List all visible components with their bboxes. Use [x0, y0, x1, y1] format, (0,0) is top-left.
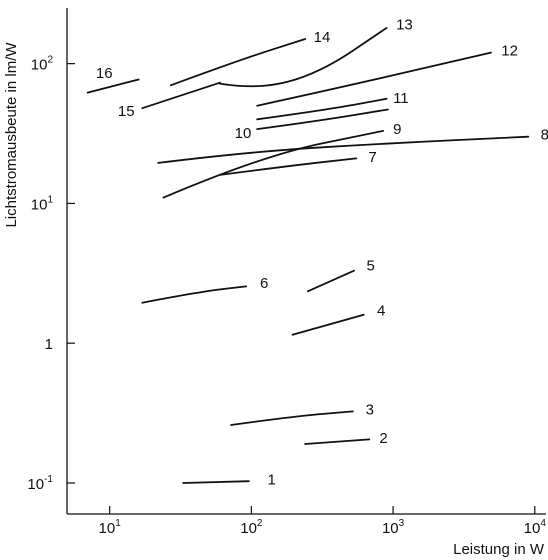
y-tick-label: 1: [45, 336, 53, 353]
x-tick-label: 103: [382, 518, 405, 537]
series-line-11: [256, 97, 388, 121]
series-line-10: [256, 108, 389, 130]
series-line-9: [162, 130, 384, 199]
series-label-6: 6: [260, 275, 268, 292]
y-axis-title: Lichtstromausbeute in lm/W: [3, 42, 20, 228]
series-lines: [86, 27, 530, 484]
series-line-14: [169, 38, 307, 87]
series-label-4: 4: [377, 302, 385, 319]
series-label-3: 3: [366, 402, 374, 419]
series-label-16: 16: [96, 65, 113, 82]
series-line-12: [256, 51, 492, 107]
series-label-13: 13: [396, 17, 413, 34]
series-line-8: [157, 135, 530, 164]
series-line-15: [141, 81, 221, 110]
series-line-13: [219, 27, 388, 88]
series-line-6: [141, 285, 248, 304]
series-line-1: [182, 480, 250, 484]
y-tick-label: 10-1: [27, 474, 53, 493]
series-line-3: [230, 410, 354, 426]
series-label-15: 15: [118, 103, 135, 120]
series-label-10: 10: [235, 125, 252, 142]
series-line-4: [291, 313, 365, 336]
series-label-5: 5: [367, 257, 375, 274]
axes: [66, 8, 546, 515]
x-tick-label: 102: [240, 518, 263, 537]
y-tick-label: 102: [31, 55, 54, 74]
series-line-5: [306, 269, 355, 293]
series-label-7: 7: [368, 149, 376, 166]
series-label-8: 8: [541, 127, 548, 144]
x-axis-title: Leistung in W: [453, 541, 545, 558]
series-label-1: 1: [268, 471, 276, 488]
series-label-14: 14: [314, 29, 331, 46]
series-label-12: 12: [501, 43, 518, 60]
y-tick-label: 101: [31, 194, 54, 213]
x-tick-label: 101: [99, 518, 122, 537]
series-label-2: 2: [379, 430, 387, 447]
series-line-2: [304, 438, 371, 445]
series-label-9: 9: [393, 121, 401, 138]
x-tick-label: 104: [524, 518, 547, 537]
series-line-16: [86, 78, 140, 94]
series-label-11: 11: [393, 90, 409, 107]
series-line-7: [219, 157, 358, 176]
